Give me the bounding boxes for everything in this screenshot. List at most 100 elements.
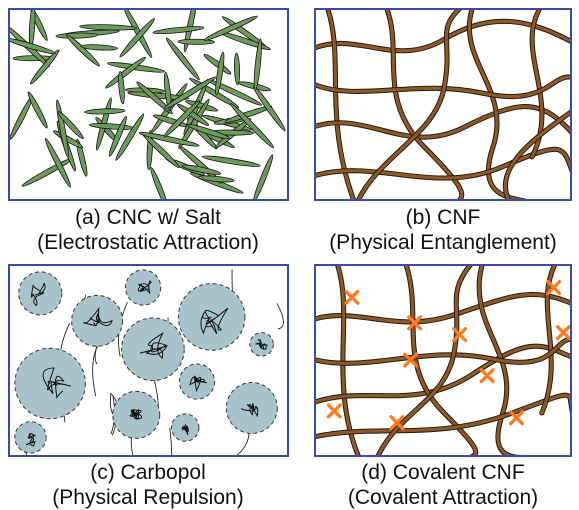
cnc-needle-icon: [163, 100, 201, 138]
fiber-strand-icon: [376, 266, 472, 455]
tangled-polymer-coil: [137, 280, 152, 294]
free-polymer-strand: [276, 303, 284, 330]
cnc-needle-icon: [79, 24, 138, 31]
tangled-polymer-coil: [129, 409, 143, 420]
tangled-polymer-coil: [30, 282, 46, 307]
crosslink-x-icon: [344, 289, 360, 305]
cnc-needle-icon: [181, 164, 222, 175]
caption-c-title: (c) Carbopol: [90, 461, 206, 484]
cnc-needle-icon: [229, 103, 275, 149]
cnc-needle-icon: [56, 99, 69, 158]
cnc-needle-icon: [108, 115, 128, 157]
fiber-strand-icon: [316, 344, 570, 404]
free-polymer-strand: [169, 427, 173, 455]
cnc-needle-icon: [197, 175, 235, 183]
caption-b-subtitle: (Physical Entanglement): [329, 231, 557, 254]
cnc-needle-icon: [28, 10, 36, 48]
cnc-needle-icon: [27, 91, 48, 129]
fiber-strand-icon: [477, 266, 514, 455]
cnc-needle-icon: [29, 49, 60, 85]
carbopol-particle-diagram: [14, 269, 284, 455]
fiber-strand-icon: [316, 337, 570, 365]
crosslink-x-icon: [479, 368, 495, 384]
cnc-needle-icon: [224, 105, 273, 123]
tangled-polymer-coil: [241, 403, 259, 418]
tangled-polymer-coil: [200, 307, 229, 335]
cnc-needle-icon: [234, 52, 241, 86]
fiber-strand-icon: [316, 105, 570, 139]
fiber-strand-icon: [316, 75, 570, 99]
caption-d-title: (d) Covalent CNF: [361, 461, 525, 484]
cnc-needle-icon: [152, 26, 205, 35]
caption-panel-b: (b) CNF (Physical Entanglement): [298, 205, 579, 255]
cnc-needle-icon: [55, 32, 99, 39]
cnc-needle-icon: [183, 10, 198, 53]
fiber-strand-icon: [316, 19, 570, 53]
cnc-needle-icon: [163, 72, 172, 112]
crosslink-x-icon: [389, 415, 405, 431]
panel-covalent-cnf: [314, 264, 572, 457]
tangled-polymer-coil: [189, 375, 207, 393]
tangled-polymer-coil: [139, 331, 168, 359]
cnc-needle-icon: [253, 85, 286, 132]
fiber-strand-icon: [503, 110, 570, 199]
caption-c-subtitle: (Physical Repulsion): [52, 486, 244, 509]
carbopol-particle-icon: [177, 283, 246, 351]
fiber-strand-icon: [467, 10, 523, 199]
cnc-needle-icon: [138, 131, 200, 147]
crosslink-x-icon: [452, 327, 468, 343]
cnc-needle-icon: [80, 44, 118, 51]
crosslink-x-icon: [407, 315, 423, 331]
crosslink-x-icon: [546, 280, 562, 296]
crosslink-x-icon: [403, 352, 419, 368]
fiber-strand-icon: [316, 293, 570, 324]
cnc-needle-icon: [215, 51, 225, 96]
panel-carbopol: [8, 264, 289, 457]
panel-cnf: [314, 8, 572, 201]
cnc-needle-icon: [150, 167, 169, 199]
cnc-needle-icon: [176, 103, 209, 127]
cnc-needle-icon: [136, 81, 173, 115]
cnc-needle-icon: [21, 157, 74, 187]
cnc-needle-icon: [115, 113, 145, 161]
caption-panel-d: (d) Covalent CNF (Covalent Attraction): [298, 460, 579, 510]
cnc-needle-icon: [44, 137, 72, 188]
fiber-strand-icon: [316, 147, 570, 180]
covalent-cnf-diagram: [316, 266, 570, 455]
cnc-needle-icon: [253, 154, 274, 199]
fiber-strand-icon: [404, 266, 478, 455]
fiber-strand-icon: [326, 10, 356, 199]
cnc-needle-icon: [165, 37, 200, 81]
cnc-needle-icon: [88, 123, 134, 130]
cnc-needle-icon: [76, 138, 88, 177]
cnc-needle-icon: [10, 37, 56, 55]
carbopol-particle-icon: [249, 332, 274, 357]
tangled-polymer-coil: [254, 338, 269, 350]
caption-a-title: (a) CNC w/ Salt: [75, 206, 221, 229]
fiber-strand-icon: [540, 266, 557, 415]
caption-b-title: (b) CNF: [405, 206, 481, 229]
fiber-strand-icon: [357, 10, 461, 199]
caption-a-subtitle: (Electrostatic Attraction): [37, 231, 259, 254]
cnc-needles-diagram: [10, 10, 286, 199]
cnf-fiber-diagram: [316, 10, 570, 199]
cnc-needle-icon: [122, 10, 153, 58]
tangled-polymer-coil: [42, 367, 72, 400]
panel-cnc-salt: [8, 8, 289, 201]
cnc-needle-icon: [84, 108, 126, 115]
crosslink-x-icon: [508, 410, 524, 426]
cnc-needle-icon: [119, 18, 155, 58]
tangled-polymer-coil: [181, 424, 189, 436]
cnc-needle-icon: [187, 124, 230, 140]
tangled-polymer-coil: [25, 433, 36, 447]
cnc-needle-icon: [118, 70, 125, 105]
caption-d-subtitle: (Covalent Attraction): [347, 486, 539, 509]
crosslink-x-icon: [326, 403, 342, 419]
cnc-needle-icon: [203, 15, 258, 41]
crosslink-x-icon: [555, 325, 570, 341]
caption-panel-c: (c) Carbopol (Physical Repulsion): [3, 460, 293, 510]
cnc-needle-icon: [57, 111, 84, 140]
cnc-needle-icon: [201, 155, 261, 167]
cnc-needle-icon: [253, 38, 262, 92]
cnc-needle-icon: [163, 76, 217, 110]
